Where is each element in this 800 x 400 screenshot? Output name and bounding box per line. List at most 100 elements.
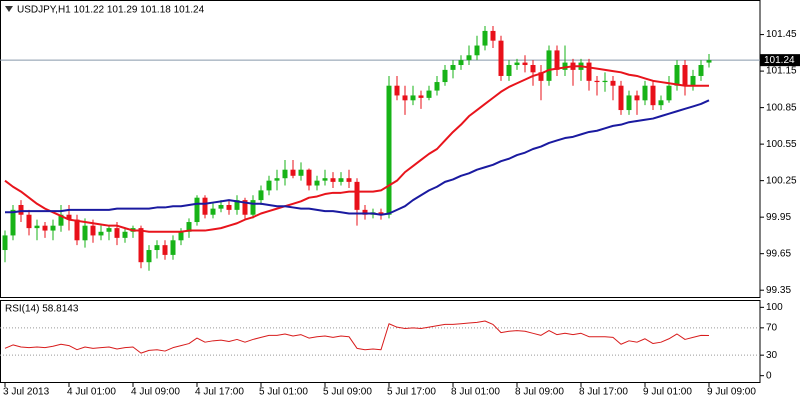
last-price-box [760,54,800,67]
indicator-line [5,99,710,216]
candle-body [354,181,360,210]
indicator-line [4,320,710,354]
y-tick-label: 99.35 [766,285,791,296]
candle-body [258,190,264,201]
candle-body [450,65,456,70]
candle-body [74,219,80,241]
x-tick-label: 9 Jul 01:00 [643,387,692,398]
candle-body [394,85,400,96]
y-tick-label: 100 [766,302,783,313]
candle-body [650,85,656,106]
candle-body [186,222,192,232]
candle-body [10,209,16,236]
candle-body [242,200,248,215]
x-tick-label: 5 Jul 01:00 [259,387,308,398]
candle-body [330,178,336,182]
candle-body [154,245,160,251]
candle-body [202,197,208,215]
candle-body [530,65,536,73]
candle-body [682,65,688,86]
candle-body [514,62,520,66]
x-tick-label: 5 Jul 17:00 [387,387,436,398]
x-tick-label: 9 Jul 09:00 [707,387,756,398]
candle-body [698,65,704,76]
candle-body [274,178,280,181]
candle-body [434,82,440,91]
candle-body [642,85,648,101]
candle-body [474,45,480,56]
candle-body [106,228,112,232]
candle-body [594,80,600,83]
candle-body [18,204,24,215]
y-tick-label: 99.95 [766,212,791,223]
candle-body [298,169,304,176]
candle-body [706,60,712,63]
x-tick-label: 3 Jul 2013 [3,387,50,398]
candle-body [250,200,256,215]
x-tick-label: 4 Jul 09:00 [131,387,180,398]
candle-body [482,30,488,46]
candle-body [146,250,152,263]
candle-body [98,231,104,236]
x-tick-label: 8 Jul 17:00 [579,387,628,398]
candle-body [562,62,568,70]
candle-body [26,214,32,229]
candle-body [658,100,664,106]
candle-body [602,80,608,83]
symbol-icon [5,6,13,12]
last-price-label: 101.24 [764,55,795,66]
candle-body [666,85,672,101]
candle-body [386,85,392,215]
candle-body [378,212,384,215]
y-tick-label: 101.45 [766,29,797,40]
candle-body [178,231,184,241]
candle-body [90,225,96,236]
candle-body [50,225,56,231]
candle-body [338,178,344,182]
candle-body [58,214,64,226]
y-tick-label: 100.25 [766,175,797,186]
candle-body [170,240,176,255]
y-tick-label: 0 [766,370,772,381]
y-tick-label: 100.55 [766,139,797,150]
candle-body [506,65,512,76]
candle-body [194,197,200,223]
candle-body [234,200,240,210]
price-panel [0,0,761,298]
candle-body [626,95,632,111]
indicator-line [4,65,709,233]
candle-body [282,169,288,179]
candle-body [402,95,408,101]
rsi-title: RSI(14) 58.8143 [5,304,79,315]
x-tick-label: 8 Jul 01:00 [451,387,500,398]
y-tick-label: 30 [766,350,778,361]
candle-body [442,69,448,83]
candle-body [634,95,640,101]
y-tick-label: 100.85 [766,102,797,113]
candle-body [162,245,168,255]
candle-body [618,85,624,111]
candle-body [66,214,72,220]
candle-body [362,209,368,215]
candle-body [538,72,544,81]
candle-body [210,208,216,215]
candle-body [554,50,560,70]
candle-body [586,62,592,81]
candle-body [426,90,432,98]
candle-body [226,204,232,210]
candle-body [2,235,8,251]
candle-body [34,225,40,229]
candle-body [266,180,272,191]
candle-body [546,50,552,81]
chart-title: USDJPY,H1 101.22 101.29 101.18 101.24 [17,5,205,16]
candle-body [314,180,320,186]
candle-body [122,231,128,238]
candle-body [346,178,352,182]
x-tick-label: 5 Jul 09:00 [323,387,372,398]
y-tick-label: 99.65 [766,248,791,259]
candle-body [138,228,144,263]
candle-body [42,225,48,231]
candle-body [322,178,328,181]
